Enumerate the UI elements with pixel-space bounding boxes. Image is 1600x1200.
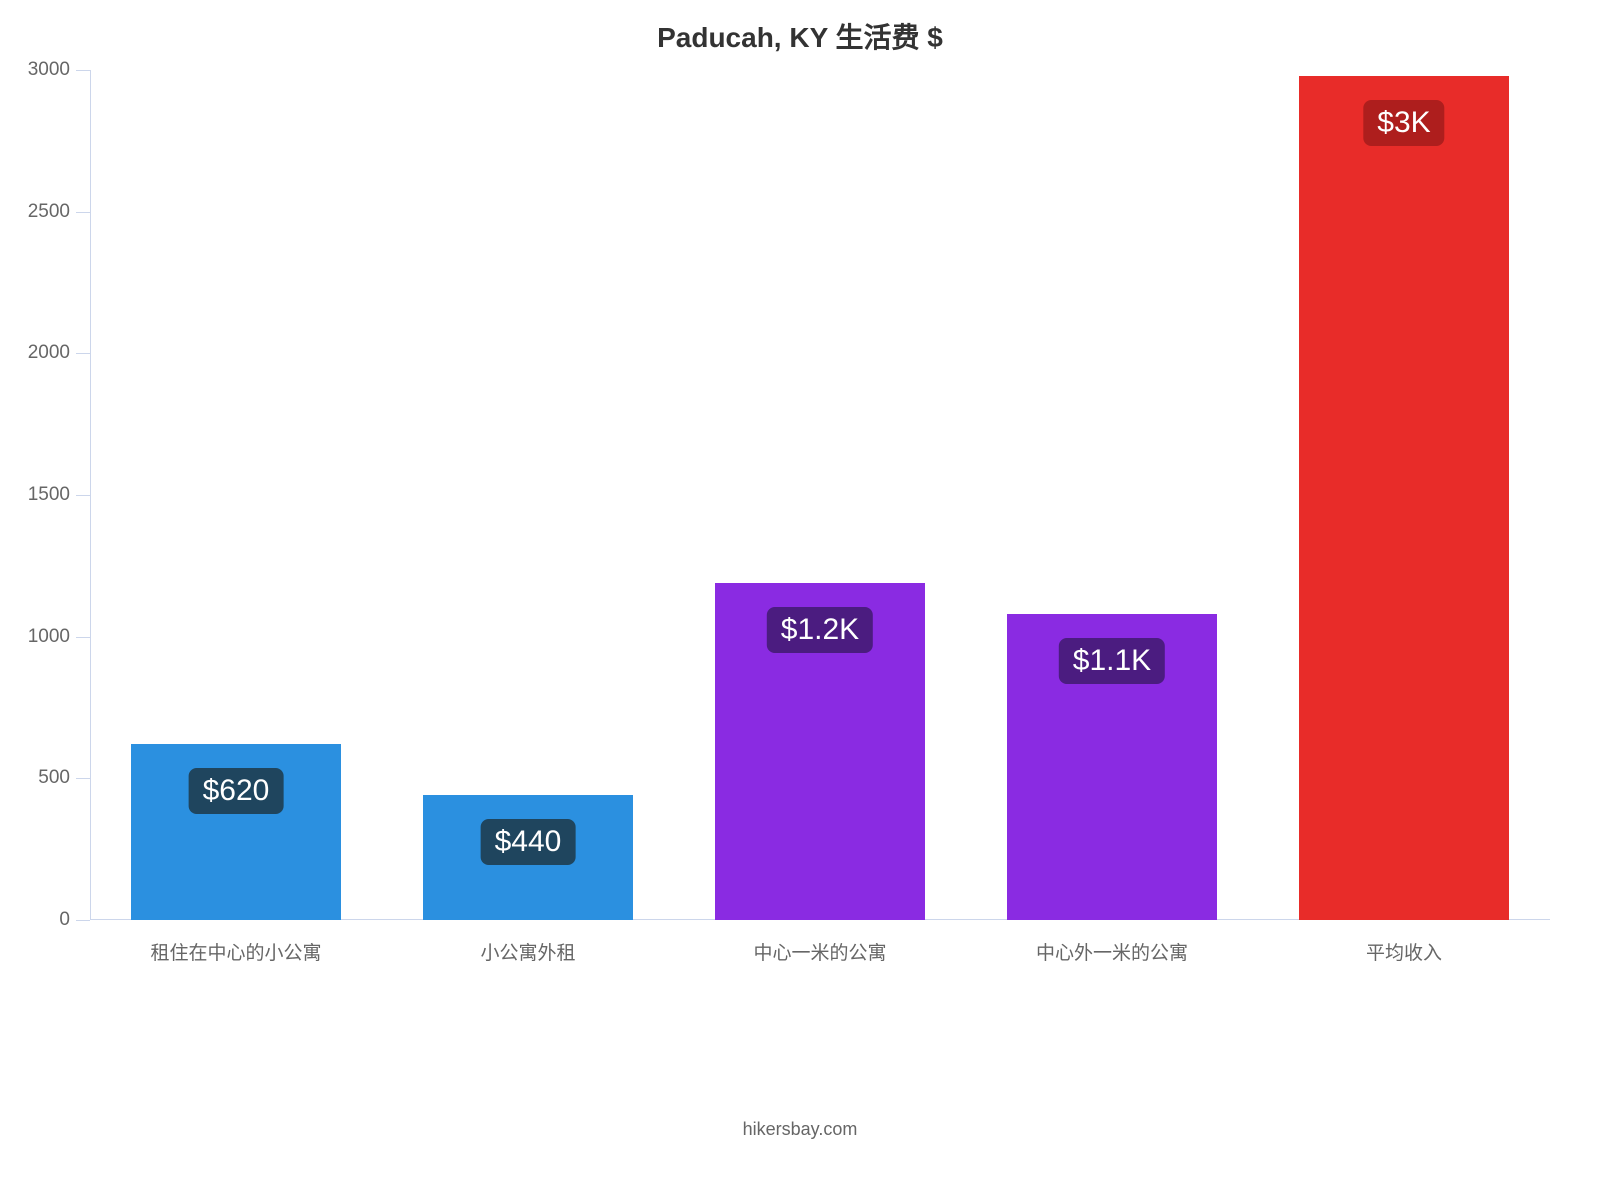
y-tick <box>76 778 90 779</box>
y-tick-label: 500 <box>38 767 70 789</box>
x-tick-label: 租住在中心的小公寓 <box>150 938 321 965</box>
y-tick-label: 0 <box>59 909 70 931</box>
y-tick-label: 2500 <box>28 201 70 223</box>
bar-value-label: $1.2K <box>767 607 873 653</box>
y-tick-label: 1500 <box>28 484 70 506</box>
x-tick-label: 中心外一米的公寓 <box>1036 938 1188 965</box>
x-tick-label: 中心一米的公寓 <box>753 938 886 965</box>
bar-value-label: $1.1K <box>1059 638 1165 684</box>
y-tick <box>76 70 90 71</box>
y-tick-label: 3000 <box>28 59 70 81</box>
chart-title: Paducah, KY 生活费 $ <box>0 16 1600 56</box>
y-axis-line <box>90 70 91 920</box>
bar-value-label: $440 <box>481 819 576 865</box>
y-tick <box>76 637 90 638</box>
bar-value-label: $620 <box>189 768 284 814</box>
y-tick-label: 1000 <box>28 626 70 648</box>
y-tick <box>76 353 90 354</box>
plot-area: 050010001500200025003000$620租住在中心的小公寓$44… <box>90 70 1550 920</box>
x-tick-label: 平均收入 <box>1366 938 1442 965</box>
attribution: hikersbay.com <box>0 1119 1600 1140</box>
bar-value-label: $3K <box>1363 100 1444 146</box>
y-tick-label: 2000 <box>28 342 70 364</box>
y-tick <box>76 212 90 213</box>
cost-of-living-chart: Paducah, KY 生活费 $ 0500100015002000250030… <box>0 0 1600 1200</box>
bar <box>1299 76 1509 920</box>
y-tick <box>76 920 90 921</box>
x-tick-label: 小公寓外租 <box>480 938 575 965</box>
y-tick <box>76 495 90 496</box>
